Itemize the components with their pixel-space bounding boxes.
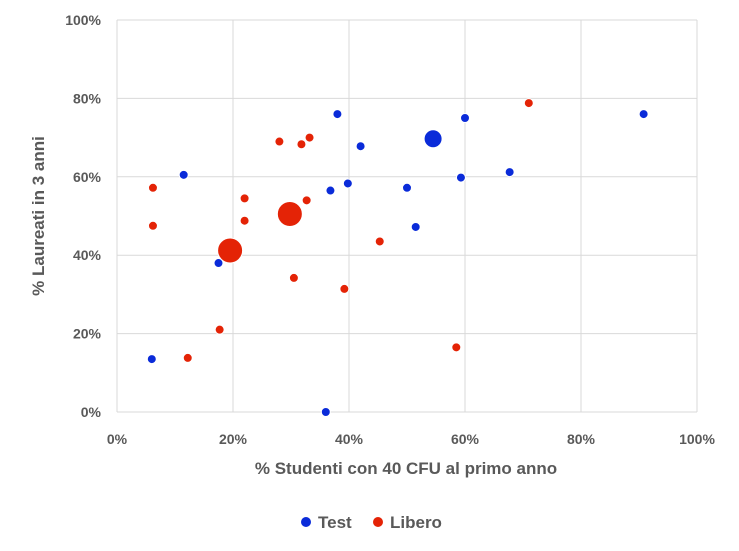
data-point-libero <box>301 195 312 206</box>
data-point-libero <box>523 98 534 109</box>
x-tick-label: 80% <box>567 431 596 447</box>
data-point-test <box>332 109 343 120</box>
data-point-libero <box>147 182 158 193</box>
data-point-libero <box>274 136 285 147</box>
data-point-test <box>504 167 515 178</box>
y-axis-ticks: 0% 20% 40% 60% 80% 100% <box>65 12 101 420</box>
x-axis-title: % Studenti con 40 CFU al primo anno <box>255 459 557 478</box>
data-point-test <box>410 221 421 232</box>
data-point-libero <box>239 215 250 226</box>
data-point-test <box>146 354 157 365</box>
y-tick-label: 20% <box>73 326 102 342</box>
data-point-test <box>460 113 470 123</box>
series-test <box>146 109 649 417</box>
data-point-test <box>423 129 443 149</box>
legend-marker-test <box>301 517 311 527</box>
gridlines <box>116 19 698 413</box>
x-tick-label: 20% <box>219 431 248 447</box>
data-point-libero <box>214 324 225 335</box>
x-tick-label: 60% <box>451 431 480 447</box>
legend-marker-libero <box>373 517 383 527</box>
data-point-libero <box>276 201 303 228</box>
legend-label-libero: Libero <box>390 513 442 532</box>
data-point-libero <box>239 193 250 204</box>
y-tick-label: 80% <box>73 90 102 106</box>
data-point-test <box>178 169 189 180</box>
data-point-test <box>455 172 466 183</box>
x-tick-label: 40% <box>335 431 364 447</box>
data-point-test <box>638 109 649 120</box>
data-point-test <box>320 407 331 417</box>
data-point-test <box>213 258 224 269</box>
data-point-libero <box>339 283 350 294</box>
legend: Test Libero <box>301 513 442 532</box>
data-point-test <box>402 182 412 193</box>
series-libero <box>147 98 534 363</box>
legend-label-test: Test <box>318 513 352 532</box>
data-point-libero <box>304 132 315 143</box>
data-point-libero <box>217 237 244 264</box>
data-point-libero <box>451 342 462 353</box>
y-tick-label: 40% <box>73 247 102 263</box>
data-point-libero <box>296 139 307 150</box>
data-point-libero <box>374 236 385 247</box>
data-point-libero <box>182 352 193 363</box>
data-point-test <box>325 185 336 196</box>
data-point-test <box>355 141 366 152</box>
data-points <box>146 98 649 417</box>
y-tick-label: 60% <box>73 169 102 185</box>
y-axis-title: % Laureati in 3 anni <box>29 136 48 296</box>
x-tick-label: 0% <box>107 431 128 447</box>
data-point-test <box>342 178 353 189</box>
x-axis-ticks: 0% 20% 40% 60% 80% 100% <box>107 431 716 447</box>
y-tick-label: 0% <box>81 404 102 420</box>
x-tick-label: 100% <box>679 431 715 447</box>
y-tick-label: 100% <box>65 12 101 28</box>
data-point-libero <box>147 220 158 231</box>
data-point-libero <box>288 272 299 283</box>
